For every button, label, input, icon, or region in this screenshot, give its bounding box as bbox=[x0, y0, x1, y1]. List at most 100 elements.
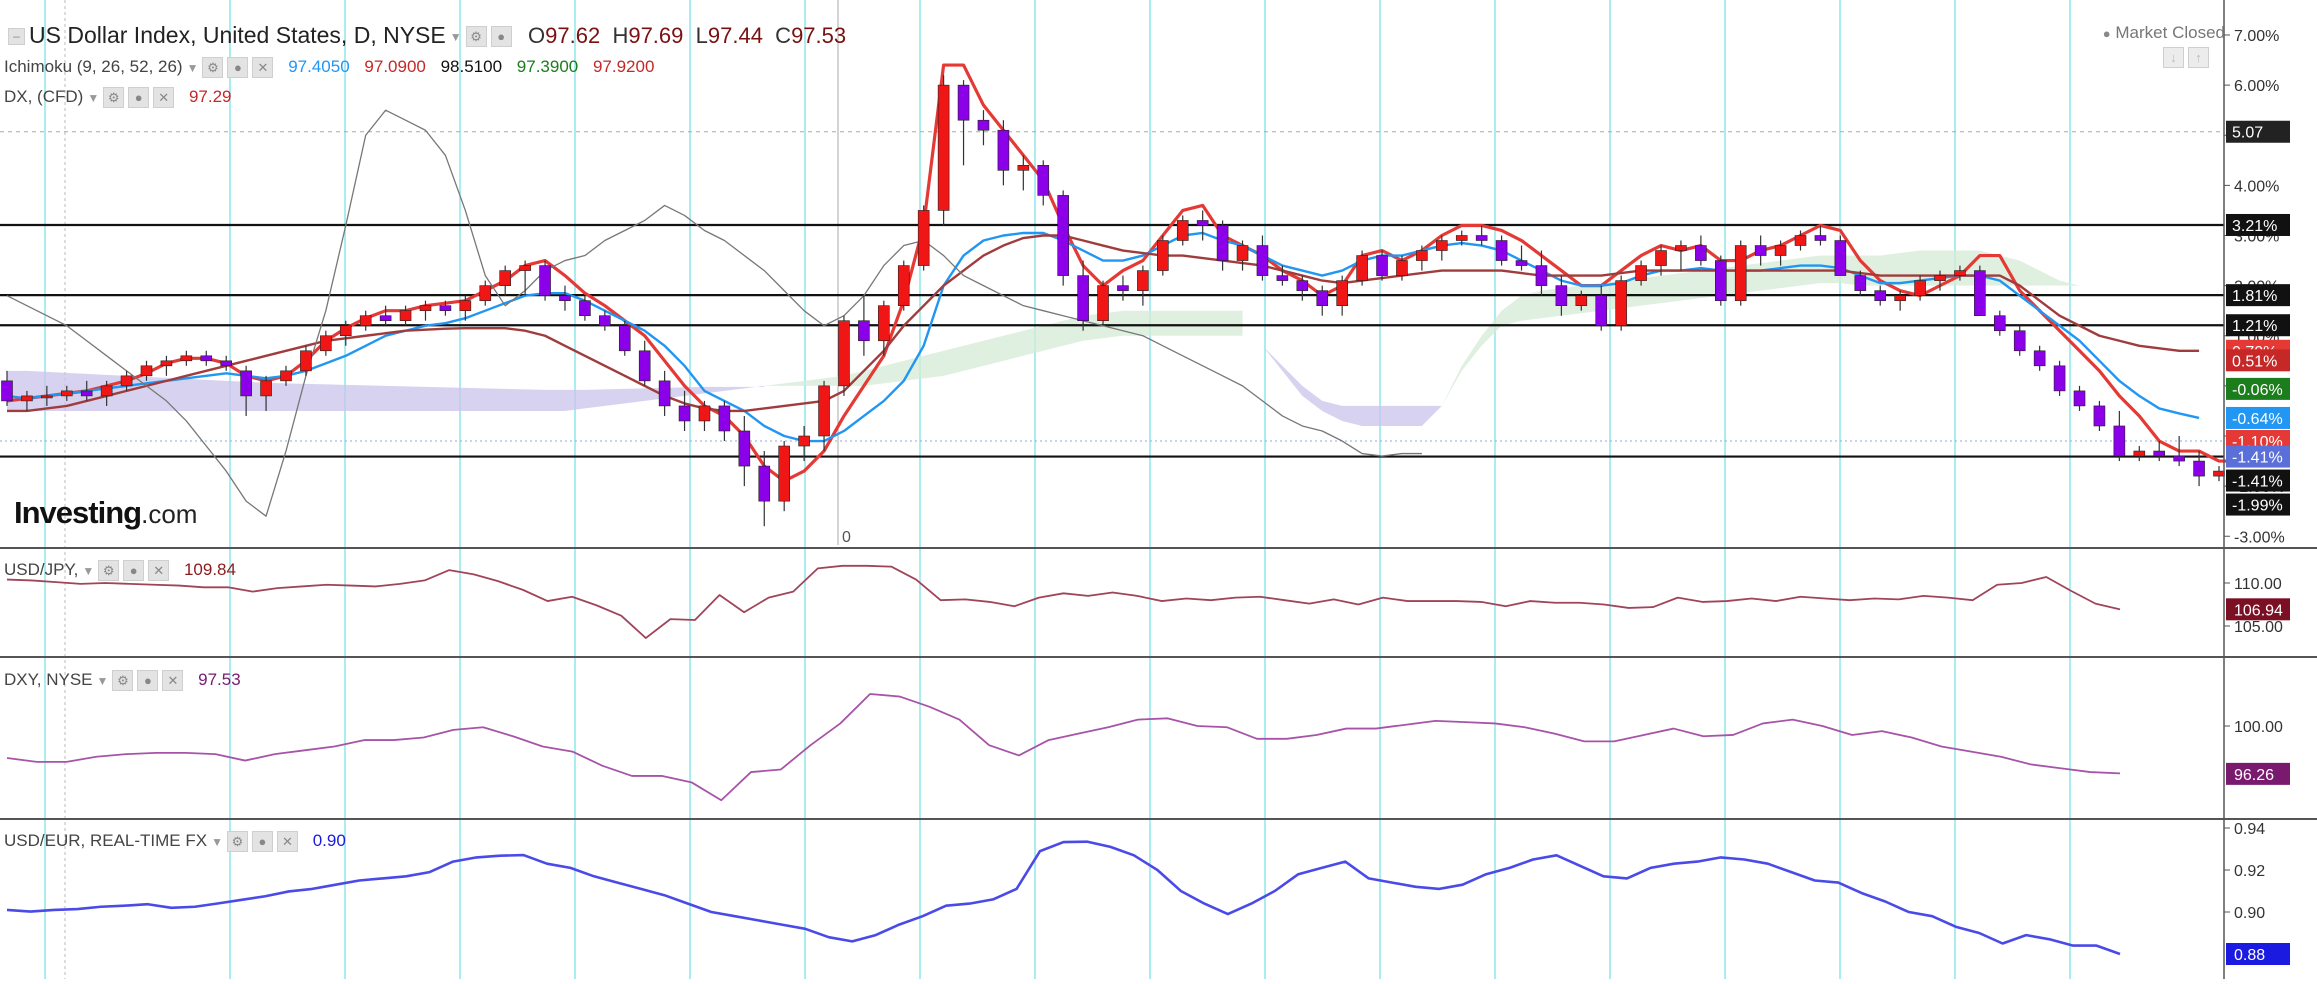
chevron-down-icon[interactable]: ▼ bbox=[87, 90, 100, 105]
time-zero-label: 0 bbox=[842, 529, 851, 546]
price-tag-label: 1.81% bbox=[2232, 288, 2277, 305]
market-status: ● Market Closed bbox=[2103, 23, 2225, 43]
price-tag: -1.41% bbox=[2226, 445, 2290, 468]
close-icon[interactable]: ✕ bbox=[252, 57, 274, 79]
settings-icon[interactable]: ⚙ bbox=[226, 831, 248, 853]
settings-icon[interactable]: ⚙ bbox=[98, 560, 120, 582]
usdjpy-price-tag: 106.94 bbox=[2226, 598, 2290, 621]
candle-body bbox=[1894, 295, 1906, 301]
price-tag-label: 5.07 bbox=[2232, 125, 2263, 142]
candle bbox=[100, 380, 113, 406]
settings-icon[interactable]: ⚙ bbox=[103, 87, 125, 109]
candle bbox=[539, 260, 551, 301]
ichimoku-cloud bbox=[764, 310, 1243, 386]
candle bbox=[1635, 260, 1647, 286]
chevron-down-icon[interactable]: ▼ bbox=[211, 834, 223, 849]
candle-body bbox=[280, 370, 292, 382]
candle bbox=[1575, 290, 1588, 311]
candle-body bbox=[2033, 350, 2046, 367]
candle bbox=[2053, 360, 2066, 396]
price-tag-label: 106.94 bbox=[2234, 602, 2283, 619]
candle-body bbox=[120, 375, 133, 387]
low-label: L bbox=[695, 23, 708, 48]
candle bbox=[280, 365, 292, 386]
candle bbox=[459, 295, 472, 321]
candle bbox=[1157, 235, 1169, 276]
close-icon[interactable]: ✕ bbox=[153, 87, 175, 109]
close-icon[interactable]: ✕ bbox=[276, 831, 298, 853]
candle-body bbox=[638, 350, 651, 382]
chevron-down-icon[interactable]: ▼ bbox=[186, 60, 199, 75]
instrument-title: US Dollar Index, United States, D, NYSE bbox=[29, 22, 446, 48]
candle-body bbox=[758, 465, 771, 502]
settings-icon[interactable]: ⚙ bbox=[112, 670, 134, 692]
eye-icon[interactable]: ● bbox=[490, 26, 512, 48]
eye-icon[interactable]: ● bbox=[123, 560, 145, 582]
candle bbox=[1037, 160, 1050, 206]
candle bbox=[1455, 230, 1468, 246]
open-label: O bbox=[528, 23, 546, 48]
close-value: 97.53 bbox=[791, 23, 847, 48]
candle bbox=[2153, 441, 2166, 462]
ichimoku-cloud bbox=[1441, 250, 2259, 406]
price-tag-label: 1.21% bbox=[2232, 318, 2277, 335]
candle bbox=[1814, 225, 1827, 246]
candle bbox=[1854, 270, 1867, 296]
candle bbox=[1715, 255, 1727, 306]
candle bbox=[240, 365, 252, 416]
price-tag-box bbox=[2226, 469, 2290, 492]
candle bbox=[2013, 325, 2026, 356]
candle bbox=[1655, 245, 1667, 276]
ichimoku-legend: Ichimoku (9, 26, 52, 26) ▼ ⚙ ● ✕ 97.4050 97.… bbox=[4, 57, 654, 79]
settings-icon[interactable]: ⚙ bbox=[202, 57, 224, 79]
candle bbox=[1954, 265, 1966, 281]
arrow-down-icon[interactable]: ↓ bbox=[2163, 47, 2184, 68]
panel-controls: ↓ ↑ bbox=[2159, 47, 2209, 68]
open-value: 97.62 bbox=[545, 23, 601, 48]
candle-body bbox=[499, 270, 511, 286]
candle bbox=[937, 75, 950, 226]
usdjpy-value: 109.84 bbox=[183, 560, 236, 579]
candle bbox=[1296, 275, 1309, 301]
close-icon[interactable]: ✕ bbox=[148, 560, 170, 582]
eye-icon[interactable]: ● bbox=[137, 670, 159, 692]
ichimoku-value-1: 97.4050 bbox=[288, 57, 350, 76]
candle bbox=[80, 380, 93, 401]
collapse-icon[interactable]: – bbox=[8, 28, 25, 46]
chevron-down-icon[interactable]: ▼ bbox=[449, 29, 462, 44]
candle-body bbox=[618, 325, 631, 352]
chevron-down-icon[interactable]: ▼ bbox=[96, 673, 109, 688]
candle bbox=[798, 425, 810, 462]
candle-body bbox=[320, 335, 332, 352]
price-tag-box bbox=[2226, 598, 2290, 621]
candle bbox=[977, 110, 990, 146]
candle bbox=[1974, 265, 1986, 316]
candle-body bbox=[698, 405, 711, 422]
arrow-up-icon[interactable]: ↑ bbox=[2188, 47, 2209, 68]
candle-body bbox=[300, 350, 312, 372]
candle-body bbox=[1914, 280, 1926, 296]
candle-body bbox=[1296, 280, 1309, 291]
candle bbox=[897, 260, 910, 311]
high-value: 97.69 bbox=[628, 23, 684, 48]
eye-icon[interactable]: ● bbox=[227, 57, 249, 79]
candle-body bbox=[1715, 260, 1727, 301]
candle bbox=[2033, 345, 2046, 371]
close-icon[interactable]: ✕ bbox=[162, 670, 184, 692]
candle-body bbox=[80, 390, 93, 397]
chevron-down-icon[interactable]: ▼ bbox=[82, 563, 95, 578]
candle bbox=[1834, 235, 1847, 276]
eye-icon[interactable]: ● bbox=[128, 87, 150, 109]
eye-icon[interactable]: ● bbox=[251, 831, 273, 853]
candle bbox=[260, 375, 272, 411]
ohlc-readout: O97.62 H97.69 L97.44 C97.53 bbox=[528, 23, 846, 48]
price-tag-label: -1.41% bbox=[2232, 450, 2283, 467]
candle-body bbox=[1974, 270, 1986, 316]
candle-body bbox=[519, 265, 531, 271]
settings-icon[interactable]: ⚙ bbox=[465, 26, 487, 48]
candle-body bbox=[479, 285, 492, 301]
candle-body bbox=[339, 325, 352, 337]
ichimoku-cloud bbox=[7, 370, 765, 411]
status-dot-icon: ● bbox=[2102, 26, 2111, 41]
